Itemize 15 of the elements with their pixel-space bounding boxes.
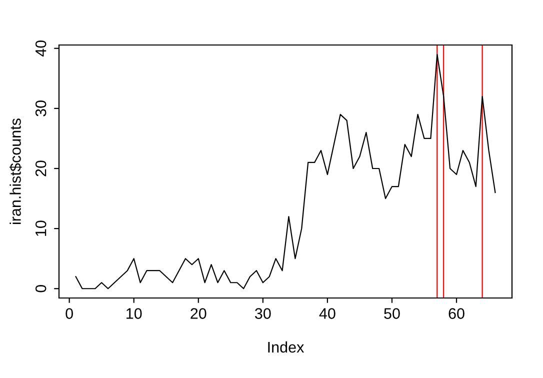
- x-tick-label: 30: [255, 308, 271, 319]
- x-tick-label: 20: [190, 308, 206, 319]
- x-tick-label: 10: [126, 308, 142, 319]
- x-axis-title: Index: [268, 341, 304, 353]
- y-tick-label: 20: [35, 160, 46, 176]
- x-tick-label: 60: [448, 308, 464, 319]
- y-axis-title: iran.hist$counts: [9, 118, 22, 224]
- y-tick-label: 30: [35, 100, 46, 116]
- x-tick-label: 50: [384, 308, 400, 319]
- y-tick-label: 40: [35, 40, 46, 57]
- y-tick-label: 10: [35, 220, 46, 236]
- x-tick-label: 0: [66, 308, 73, 319]
- line-series: [75, 54, 496, 290]
- x-tick-label: 40: [319, 308, 336, 319]
- y-tick-label: 0: [35, 284, 46, 292]
